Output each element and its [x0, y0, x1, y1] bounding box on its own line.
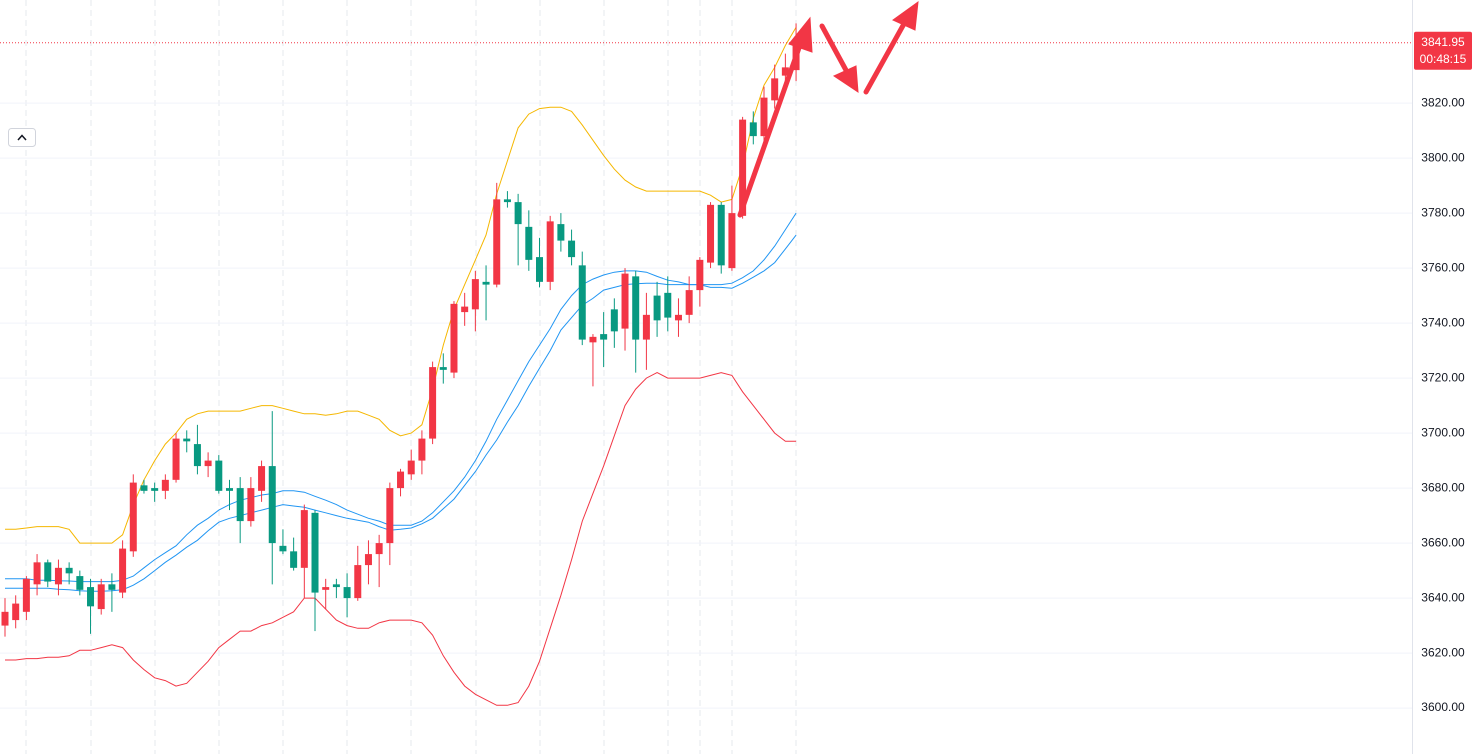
candle-body: [578, 265, 586, 340]
price-tag-countdown: 00:48:15: [1420, 52, 1467, 66]
candle-body: [589, 336, 597, 343]
candle-body: [600, 334, 608, 340]
candle-body: [568, 240, 576, 258]
candle-body: [364, 554, 372, 566]
candle-body: [781, 67, 789, 76]
candle-body: [1, 611, 9, 626]
candle-body: [119, 548, 127, 593]
candle-body: [610, 309, 618, 332]
candle-body: [664, 292, 672, 318]
y-tick-label: 3720.00: [1421, 370, 1465, 384]
candle-body: [653, 295, 661, 321]
candle-body: [129, 482, 137, 552]
candle-body: [728, 213, 736, 269]
candle-body: [12, 603, 20, 621]
y-tick-label: 3820.00: [1421, 95, 1465, 109]
y-tick-label: 3800.00: [1421, 150, 1465, 164]
candle-body: [696, 259, 704, 291]
candle-body: [461, 306, 469, 313]
candle-body: [108, 584, 116, 590]
y-tick-label: 3760.00: [1421, 260, 1465, 274]
candle-body: [268, 466, 276, 544]
candle-body: [343, 587, 351, 599]
candle-body: [632, 276, 640, 340]
candle-body: [503, 199, 511, 203]
candle-body: [471, 279, 479, 310]
candle-body: [546, 221, 554, 282]
candle-body: [290, 551, 298, 568]
candle-body: [514, 202, 522, 225]
y-tick-label: 3740.00: [1421, 315, 1465, 329]
candle-body: [44, 562, 52, 582]
candle-body: [482, 281, 490, 285]
price-tag-value: 3841.95: [1421, 35, 1465, 49]
candle-body: [493, 199, 501, 285]
candle-body: [258, 466, 266, 491]
indicator-line: [5, 26, 797, 544]
candle-body: [674, 314, 682, 321]
candle-body: [279, 545, 287, 552]
price-tag: [1414, 31, 1472, 70]
candle-body: [87, 587, 95, 607]
candle-body: [76, 576, 84, 590]
candle-body: [771, 78, 779, 101]
candle-body: [557, 224, 565, 241]
candle-body: [685, 290, 693, 315]
y-tick-label: 3660.00: [1421, 535, 1465, 549]
candle-body: [429, 367, 437, 439]
candle-body: [247, 488, 255, 522]
y-tick-label: 3640.00: [1421, 590, 1465, 604]
candle-body: [375, 543, 383, 555]
candle-body: [193, 444, 201, 467]
annotation-arrows: [737, 0, 919, 218]
indicator-line: [5, 234, 797, 592]
candle-body: [642, 314, 650, 340]
candle-body: [215, 460, 223, 491]
candle-body: [204, 460, 212, 467]
y-tick-label: 3700.00: [1421, 425, 1465, 439]
candle-body: [397, 471, 405, 489]
y-tick-label: 3780.00: [1421, 205, 1465, 219]
candle-body: [65, 567, 73, 574]
candle-body: [536, 257, 543, 282]
candle-body: [760, 97, 768, 137]
candle-body: [332, 584, 340, 588]
indicator-line: [5, 372, 797, 706]
candle-body: [407, 460, 415, 475]
candle-body: [183, 438, 191, 442]
candle-body: [151, 488, 159, 491]
candle-body: [354, 565, 362, 599]
candle-body: [439, 367, 447, 370]
candle-body: [621, 273, 629, 329]
candle-body: [386, 488, 394, 544]
candle-body: [97, 584, 105, 610]
candle-body: [140, 485, 148, 491]
candle-body: [225, 488, 233, 491]
y-tick-label: 3680.00: [1421, 480, 1465, 494]
candle-body: [450, 303, 458, 373]
vertical-grid: [25, 0, 797, 754]
collapse-button[interactable]: [8, 128, 36, 147]
candle-body: [707, 204, 715, 263]
candle-body: [739, 119, 747, 216]
candle-body: [322, 587, 330, 590]
candle-body: [525, 226, 533, 260]
y-tick-label: 3600.00: [1421, 700, 1465, 714]
candle-body: [54, 567, 62, 585]
candle-body: [418, 438, 426, 461]
candle-body: [749, 122, 757, 137]
indicator-line: [5, 212, 797, 583]
candle-body: [22, 578, 30, 612]
candle-body: [161, 479, 169, 491]
candle-body: [33, 562, 41, 585]
candle-body: [236, 488, 244, 522]
y-tick-label: 3620.00: [1421, 645, 1465, 659]
candle-body: [717, 204, 725, 266]
candle-body: [311, 512, 319, 593]
candle-body: [300, 510, 308, 568]
candle-body: [172, 438, 180, 480]
